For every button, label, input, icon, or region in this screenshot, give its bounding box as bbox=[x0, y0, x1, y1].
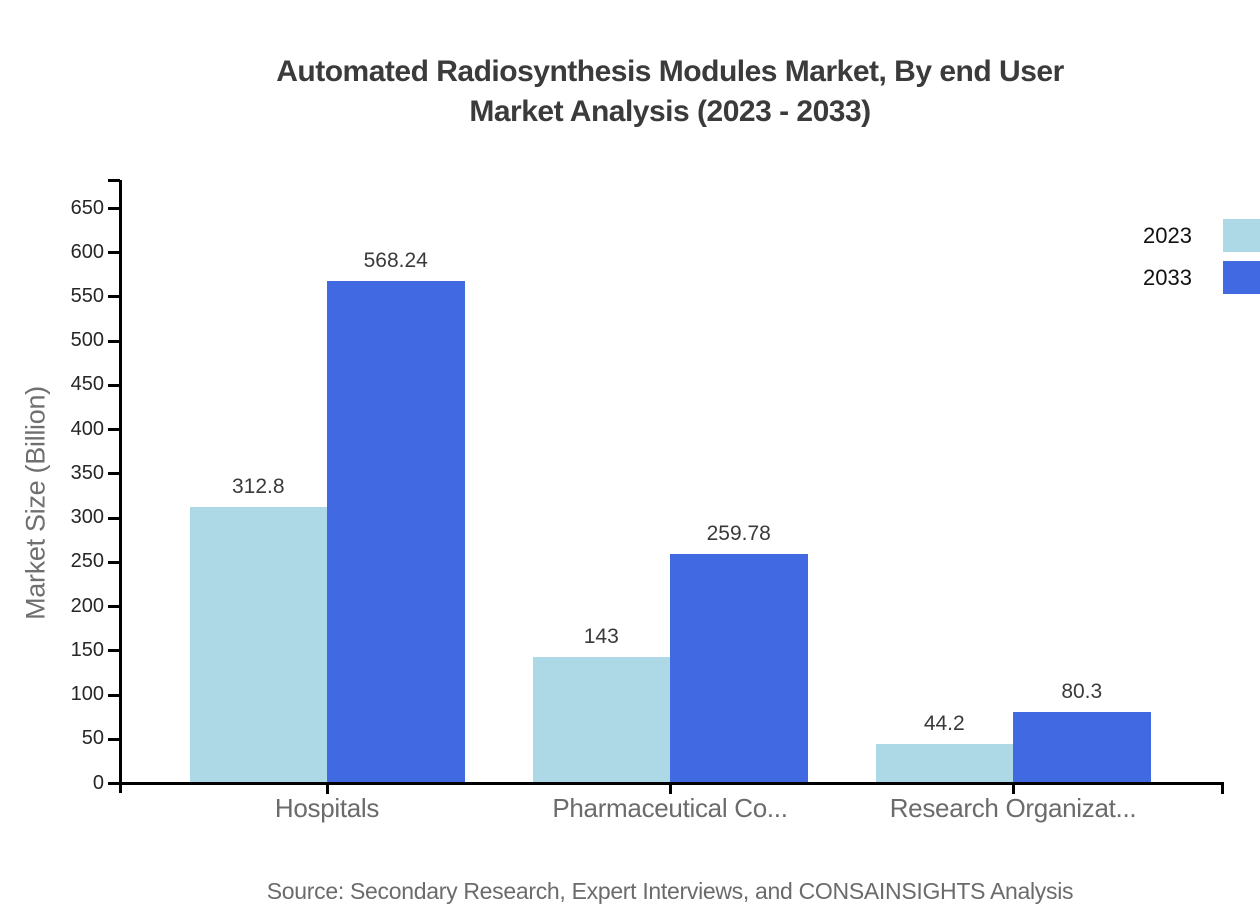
bar-2033-1 bbox=[327, 280, 465, 782]
y-tick-label: 400 bbox=[70, 417, 104, 440]
bar-2023-3 bbox=[875, 744, 1013, 782]
y-tick-label: 200 bbox=[70, 594, 104, 617]
y-tick-mark bbox=[108, 472, 120, 476]
y-tick-mark bbox=[108, 207, 120, 210]
y-tick-mark bbox=[108, 693, 120, 697]
x-tick-mark bbox=[1011, 783, 1015, 794]
chart-title: Automated Radiosynthesis Modules Market,… bbox=[80, 52, 1260, 132]
bar-2033-3 bbox=[1013, 712, 1151, 782]
y-tick-label: 550 bbox=[70, 284, 104, 307]
y-tick-label: 350 bbox=[70, 461, 104, 484]
bar-value-label: 312.8 bbox=[231, 474, 285, 498]
y-tick-label: 300 bbox=[70, 506, 104, 529]
x-category-label: Pharmaceutical Co... bbox=[552, 793, 788, 823]
y-tick-mark bbox=[108, 383, 120, 387]
legend-item-2033: 2033 bbox=[1143, 261, 1260, 294]
y-tick-mark bbox=[108, 516, 120, 520]
chart-title-line2: Market Analysis (2023 - 2033) bbox=[469, 95, 871, 128]
y-tick-label: 0 bbox=[92, 771, 104, 794]
y-tick-mark bbox=[108, 649, 120, 653]
legend-label-2033: 2033 bbox=[1143, 264, 1192, 290]
y-tick-label: 250 bbox=[70, 550, 104, 573]
bar-2023-1 bbox=[189, 506, 327, 782]
y-tick-mark bbox=[108, 295, 120, 299]
x-axis-end-tick bbox=[1220, 783, 1224, 794]
y-tick-label: 50 bbox=[81, 727, 104, 750]
x-tick-mark bbox=[668, 783, 672, 794]
bar-2023-2 bbox=[532, 657, 670, 782]
bar-value-label: 568.24 bbox=[363, 248, 428, 272]
y-tick-label: 650 bbox=[70, 196, 104, 219]
legend-item-2023: 2023 bbox=[1143, 219, 1260, 252]
y-tick-label: 600 bbox=[70, 240, 104, 263]
bar-value-label: 143 bbox=[583, 625, 619, 648]
y-axis-line bbox=[118, 180, 122, 793]
legend-swatch-2033 bbox=[1223, 261, 1260, 294]
chart-title-line1: Automated Radiosynthesis Modules Market,… bbox=[276, 55, 1064, 88]
y-axis-top-cap bbox=[108, 178, 120, 182]
x-category-label: Hospitals bbox=[274, 793, 380, 823]
y-tick-label: 450 bbox=[70, 373, 104, 396]
x-tick-mark bbox=[325, 783, 329, 794]
y-tick-mark bbox=[108, 339, 120, 343]
y-tick-mark bbox=[108, 737, 120, 741]
source-note: Source: Secondary Research, Expert Inter… bbox=[266, 878, 1074, 904]
y-tick-label: 150 bbox=[70, 638, 104, 661]
bar-2033-2 bbox=[670, 553, 808, 782]
bar-value-label: 259.78 bbox=[706, 521, 771, 545]
y-tick-mark bbox=[108, 782, 120, 785]
bar-value-label: 44.2 bbox=[923, 712, 965, 736]
y-tick-mark bbox=[108, 251, 120, 255]
y-tick-mark bbox=[108, 605, 120, 609]
y-tick-mark bbox=[108, 428, 120, 432]
bar-value-label: 80.3 bbox=[1061, 680, 1103, 704]
y-tick-label: 500 bbox=[70, 329, 104, 352]
legend-swatch-2023 bbox=[1223, 219, 1260, 252]
legend-label-2023: 2023 bbox=[1143, 222, 1192, 248]
y-tick-mark bbox=[108, 560, 120, 564]
y-tick-label: 100 bbox=[70, 683, 104, 706]
legend: 2023 2033 bbox=[1143, 219, 1260, 294]
x-category-label: Research Organizat... bbox=[889, 793, 1137, 823]
